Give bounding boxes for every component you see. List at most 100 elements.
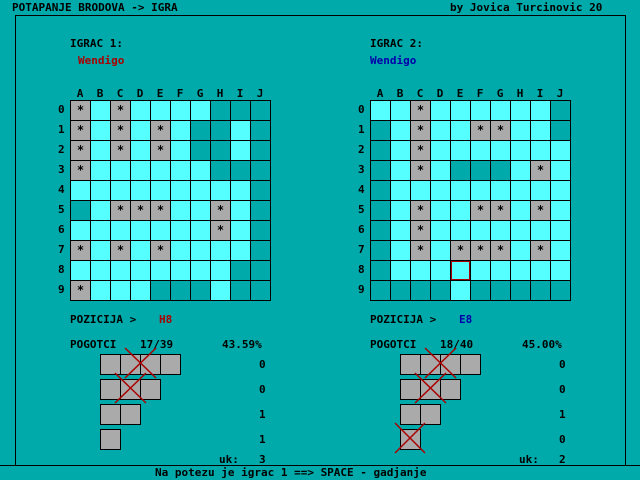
cell-H1[interactable] xyxy=(511,121,530,140)
cell-H9[interactable] xyxy=(211,281,230,300)
cell-E9[interactable] xyxy=(451,281,470,300)
cell-B9[interactable] xyxy=(91,281,110,300)
cell-hit[interactable]: * xyxy=(71,121,90,140)
cell-hit[interactable]: * xyxy=(211,201,230,220)
cell-F2[interactable] xyxy=(171,141,190,160)
cell-F3[interactable] xyxy=(471,161,490,180)
cell-I4[interactable] xyxy=(531,181,550,200)
cell-G0[interactable] xyxy=(491,101,510,120)
cell-G9[interactable] xyxy=(491,281,510,300)
cell-B7[interactable] xyxy=(391,241,410,260)
cell-I8[interactable] xyxy=(231,261,250,280)
cell-G8[interactable] xyxy=(491,261,510,280)
cell-D3[interactable] xyxy=(131,161,150,180)
cell-hit[interactable]: * xyxy=(111,141,130,160)
cell-E8[interactable] xyxy=(151,261,170,280)
cell-B7[interactable] xyxy=(91,241,110,260)
cell-hit[interactable]: * xyxy=(151,121,170,140)
cell-F1[interactable] xyxy=(171,121,190,140)
cell-E1[interactable] xyxy=(451,121,470,140)
cell-G3[interactable] xyxy=(491,161,510,180)
cell-A3[interactable] xyxy=(371,161,390,180)
cell-F2[interactable] xyxy=(471,141,490,160)
cell-G2[interactable] xyxy=(491,141,510,160)
cell-E9[interactable] xyxy=(151,281,170,300)
cell-J8[interactable] xyxy=(551,261,570,280)
cell-D3[interactable] xyxy=(431,161,450,180)
cell-J5[interactable] xyxy=(251,201,270,220)
cell-hit[interactable]: * xyxy=(471,241,490,260)
cell-G4[interactable] xyxy=(491,181,510,200)
cell-B4[interactable] xyxy=(391,181,410,200)
cell-A5[interactable] xyxy=(71,201,90,220)
cell-A4[interactable] xyxy=(371,181,390,200)
cell-F8[interactable] xyxy=(171,261,190,280)
cell-B1[interactable] xyxy=(91,121,110,140)
cell-J6[interactable] xyxy=(551,221,570,240)
cell-hit[interactable]: * xyxy=(151,201,170,220)
cell-I6[interactable] xyxy=(231,221,250,240)
cell-C4[interactable] xyxy=(111,181,130,200)
cell-J7[interactable] xyxy=(251,241,270,260)
cell-hit[interactable]: * xyxy=(531,201,550,220)
cell-hit[interactable]: * xyxy=(491,241,510,260)
cell-I2[interactable] xyxy=(531,141,550,160)
cell-B5[interactable] xyxy=(91,201,110,220)
cell-D2[interactable] xyxy=(431,141,450,160)
cell-D2[interactable] xyxy=(131,141,150,160)
cell-J1[interactable] xyxy=(551,121,570,140)
cell-H0[interactable] xyxy=(511,101,530,120)
cell-A8[interactable] xyxy=(371,261,390,280)
cell-G9[interactable] xyxy=(191,281,210,300)
cell-hit[interactable]: * xyxy=(211,221,230,240)
cell-J4[interactable] xyxy=(551,181,570,200)
cell-D0[interactable] xyxy=(431,101,450,120)
cell-J2[interactable] xyxy=(251,141,270,160)
cell-B0[interactable] xyxy=(91,101,110,120)
cell-H1[interactable] xyxy=(211,121,230,140)
cell-I0[interactable] xyxy=(531,101,550,120)
cell-hit[interactable]: * xyxy=(71,241,90,260)
cell-hit[interactable]: * xyxy=(111,121,130,140)
cell-I5[interactable] xyxy=(231,201,250,220)
cell-D9[interactable] xyxy=(131,281,150,300)
cell-hit[interactable]: * xyxy=(471,201,490,220)
cell-hit[interactable]: * xyxy=(111,241,130,260)
cell-E6[interactable] xyxy=(451,221,470,240)
cell-hit[interactable]: * xyxy=(531,161,550,180)
cell-J5[interactable] xyxy=(551,201,570,220)
cell-A9[interactable] xyxy=(371,281,390,300)
cell-hit[interactable]: * xyxy=(111,201,130,220)
cell-G3[interactable] xyxy=(191,161,210,180)
cell-G6[interactable] xyxy=(191,221,210,240)
cell-hit[interactable]: * xyxy=(71,161,90,180)
cell-B5[interactable] xyxy=(391,201,410,220)
cell-hit[interactable]: * xyxy=(411,221,430,240)
cell-I7[interactable] xyxy=(231,241,250,260)
cell-A2[interactable] xyxy=(371,141,390,160)
cell-B8[interactable] xyxy=(391,261,410,280)
cell-F0[interactable] xyxy=(471,101,490,120)
cell-J0[interactable] xyxy=(551,101,570,120)
cell-D7[interactable] xyxy=(431,241,450,260)
cell-B6[interactable] xyxy=(391,221,410,240)
cell-A4[interactable] xyxy=(71,181,90,200)
cell-I1[interactable] xyxy=(231,121,250,140)
cell-E8[interactable] xyxy=(451,261,470,280)
cell-J3[interactable] xyxy=(251,161,270,180)
cell-J7[interactable] xyxy=(551,241,570,260)
cell-A6[interactable] xyxy=(71,221,90,240)
cell-hit[interactable]: * xyxy=(411,241,430,260)
cell-hit[interactable]: * xyxy=(71,141,90,160)
cell-F4[interactable] xyxy=(171,181,190,200)
cell-B1[interactable] xyxy=(391,121,410,140)
cell-J6[interactable] xyxy=(251,221,270,240)
cell-A6[interactable] xyxy=(371,221,390,240)
cell-D6[interactable] xyxy=(131,221,150,240)
cell-hit[interactable]: * xyxy=(411,141,430,160)
cell-I8[interactable] xyxy=(531,261,550,280)
cell-D4[interactable] xyxy=(131,181,150,200)
cell-B3[interactable] xyxy=(391,161,410,180)
cell-F4[interactable] xyxy=(471,181,490,200)
cell-E5[interactable] xyxy=(451,201,470,220)
